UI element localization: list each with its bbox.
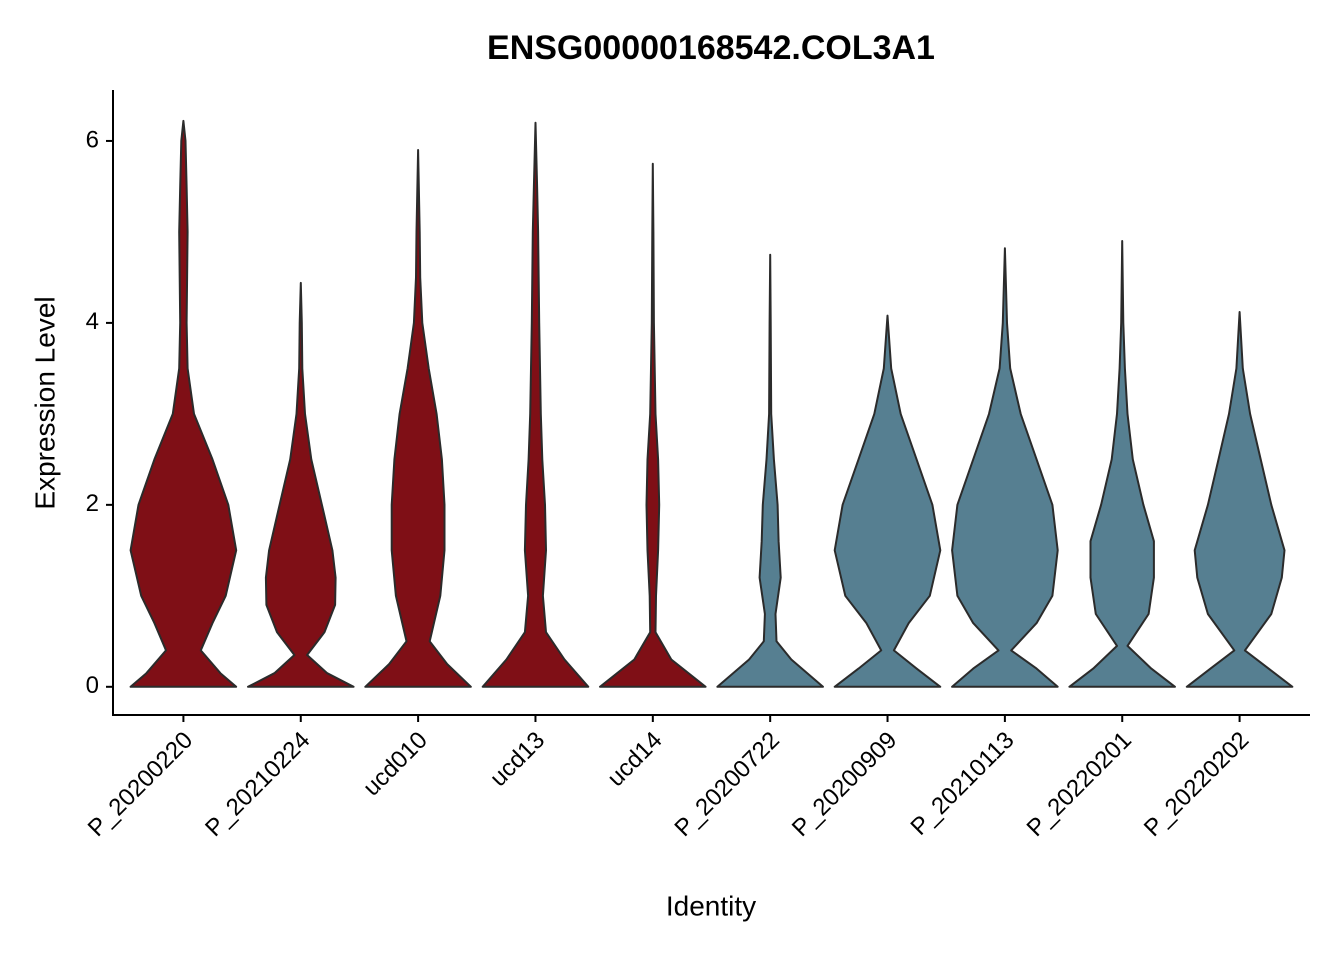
y-axis-label: Expression Level (29, 296, 60, 509)
violin (833, 314, 942, 688)
x-tick-label: ucd13 (485, 727, 550, 792)
x-tick-label: P_20210224 (200, 727, 315, 842)
violin (1068, 240, 1176, 688)
chart-title: ENSG00000168542.COL3A1 (487, 29, 935, 67)
x-tick-label: P_20200909 (787, 727, 902, 842)
y-tick-label: 0 (86, 672, 99, 699)
violin (951, 247, 1059, 688)
violin (481, 121, 590, 688)
x-tick-label: P_20210113 (906, 727, 1020, 841)
x-tick-label: P_20220201 (1022, 727, 1137, 842)
violin (599, 162, 707, 688)
x-axis-label: Identity (666, 890, 756, 921)
x-tick-label: P_20200220 (83, 727, 198, 842)
violin (716, 253, 824, 688)
x-tick-label: ucd14 (602, 727, 667, 792)
x-tick-label: P_20200722 (670, 727, 785, 842)
violin (1185, 311, 1294, 688)
y-tick-label: 4 (86, 308, 99, 335)
y-tick-label: 6 (86, 126, 99, 153)
violin (364, 149, 472, 688)
violin (129, 119, 238, 688)
x-tick-label: ucd010 (358, 727, 433, 802)
y-tick-label: 2 (86, 490, 99, 517)
x-tick-label: P_20220202 (1139, 727, 1254, 842)
violin (247, 281, 355, 688)
